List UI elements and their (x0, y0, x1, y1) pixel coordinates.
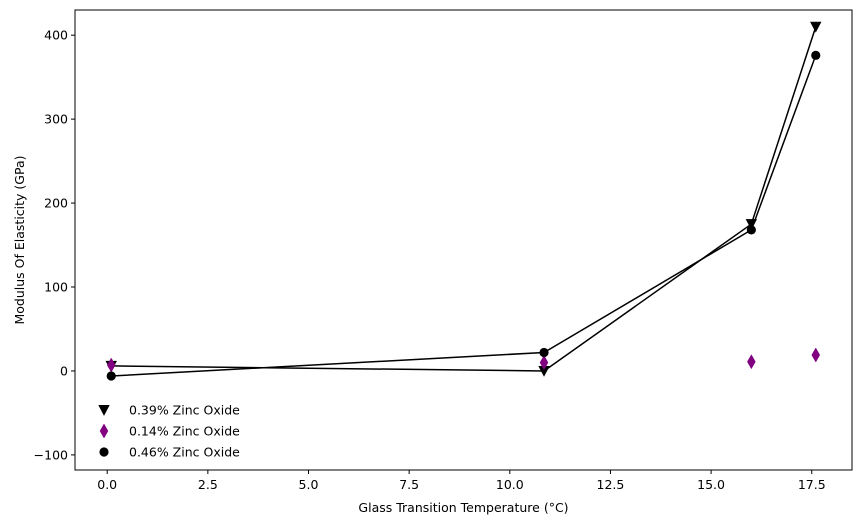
x-tick-label: 7.5 (399, 477, 419, 492)
x-tick-label: 10.0 (496, 477, 524, 492)
x-tick-label: 0.0 (97, 477, 117, 492)
legend-label: 0.39% Zinc Oxide (129, 403, 240, 418)
x-tick-label: 5.0 (299, 477, 319, 492)
y-tick-label: 100 (44, 280, 68, 295)
data-point-series-2 (746, 225, 756, 235)
data-point-series-1 (539, 355, 549, 371)
data-point-series-0 (745, 219, 758, 230)
legend-marker-2 (99, 447, 109, 457)
data-point-series-2 (539, 347, 549, 358)
data-point-series-1 (811, 347, 821, 363)
legend-label: 0.46% Zinc Oxide (129, 445, 240, 460)
y-tick-label: 300 (44, 112, 68, 127)
series-lines (111, 26, 817, 377)
legend-marker-0 (98, 405, 110, 416)
x-tick-label: 2.5 (198, 477, 218, 492)
x-axis-label: Glass Transition Temperature (°C) (358, 500, 568, 515)
data-point-series-1 (747, 354, 756, 370)
series-points (105, 21, 822, 381)
y-tick-label: 200 (44, 196, 68, 211)
x-tick-label: 15.0 (697, 477, 725, 492)
data-point-series-2 (811, 50, 821, 60)
legend: 0.39% Zinc Oxide 0.14% Zinc Oxide 0.46% Zi… (98, 403, 240, 460)
y-axis-label: Modulus Of Elasticity (GPa) (12, 156, 27, 325)
y-axis: −100 0 100 200 300 400 (34, 28, 75, 462)
x-axis: 0.0 2.5 5.0 7.5 10.0 12.5 15.0 17.5 (97, 470, 826, 492)
x-tick-label: 12.5 (597, 477, 625, 492)
y-tick-label: 0 (60, 363, 68, 378)
legend-marker-1 (99, 423, 109, 439)
plot-frame (74, 9, 853, 471)
data-point-series-2 (106, 371, 116, 381)
x-tick-label: 17.5 (798, 477, 826, 492)
y-tick-label: 400 (44, 28, 68, 43)
series-line-0 (111, 26, 817, 372)
series-line-2 (111, 55, 817, 377)
data-point-series-0 (810, 21, 822, 33)
data-point-series-1 (106, 357, 116, 373)
y-tick-label: −100 (34, 447, 68, 462)
legend-label: 0.14% Zinc Oxide (129, 424, 240, 439)
